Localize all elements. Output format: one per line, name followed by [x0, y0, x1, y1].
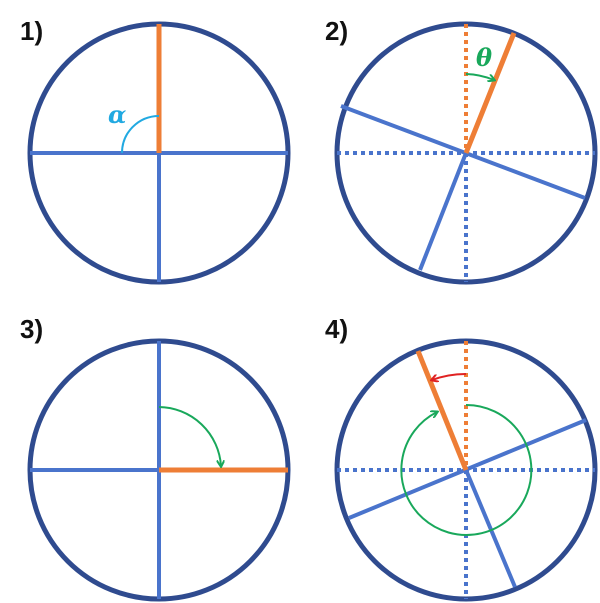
panel-4: 4): [325, 314, 598, 602]
panel-4-rotated-highlight: [415, 350, 469, 471]
panel-3: 3): [20, 314, 291, 602]
panel-4-rotated-axis-b: [464, 469, 517, 588]
panel-2-rotated-axis-a: [340, 104, 586, 200]
panel-3-label: 3): [20, 314, 43, 344]
panel-1-label: 1): [20, 16, 43, 46]
panel-4-full-rotation-arrow: [400, 403, 533, 536]
panel-2-theta-arrow: [465, 73, 494, 80]
panel-1-alpha-arc: [121, 115, 160, 154]
panel-2-rotated-highlight: [463, 32, 517, 154]
panel-2-rotated-axis-b: [418, 152, 468, 271]
panel-4-label: 4): [325, 314, 348, 344]
panel-4-reverse-arrow: [432, 372, 467, 380]
panel-2-theta-symbol: θ: [476, 43, 492, 72]
panel-1-alpha-symbol: α: [108, 100, 126, 129]
panel-3-rotation-arrow: [158, 406, 221, 466]
panel-2-label: 2): [325, 16, 348, 46]
panel-1: 1) α: [20, 16, 291, 285]
panel-2: 2) θ: [325, 16, 598, 285]
